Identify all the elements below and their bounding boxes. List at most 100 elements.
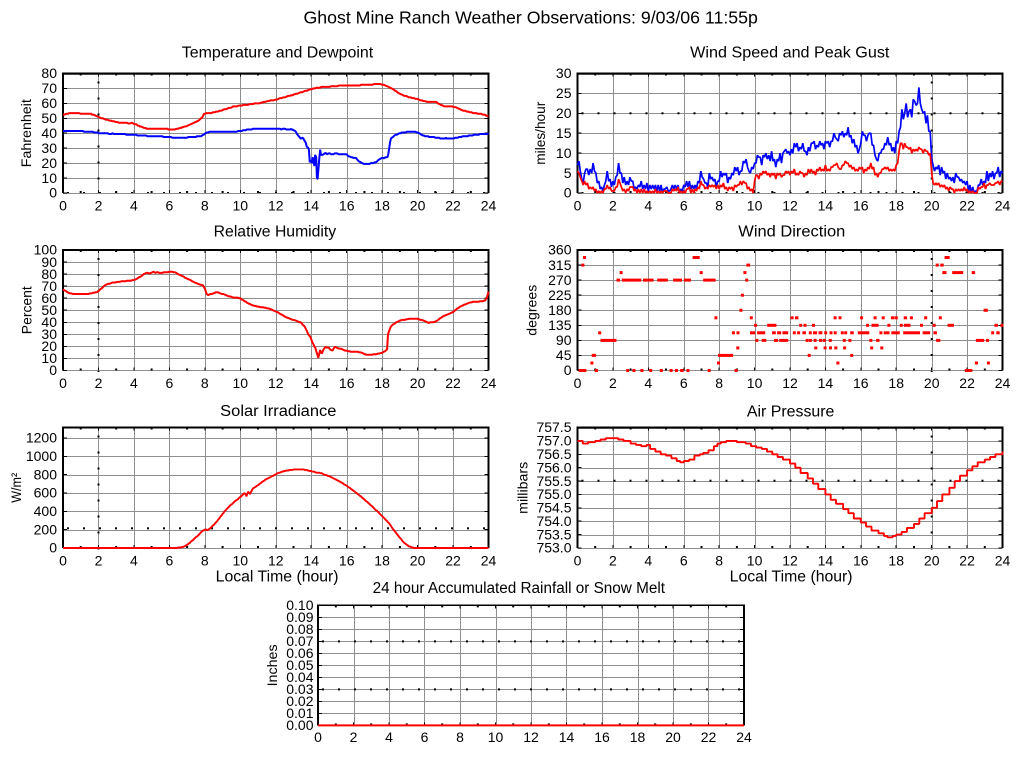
svg-text:Wind Speed and Peak Gust: Wind Speed and Peak Gust [690, 45, 890, 62]
svg-text:70: 70 [41, 80, 57, 96]
svg-text:16: 16 [853, 375, 869, 391]
svg-text:6: 6 [680, 552, 688, 568]
svg-text:24: 24 [995, 552, 1011, 568]
svg-text:14: 14 [818, 552, 834, 568]
svg-text:25: 25 [556, 85, 572, 101]
svg-text:225: 225 [548, 287, 572, 303]
svg-text:0.06: 0.06 [286, 645, 313, 661]
svg-text:90: 90 [41, 254, 57, 270]
svg-text:10: 10 [233, 197, 249, 213]
svg-text:10: 10 [747, 197, 763, 213]
svg-text:50: 50 [41, 110, 57, 126]
svg-text:8: 8 [201, 197, 209, 213]
svg-text:24: 24 [995, 197, 1011, 213]
svg-text:Air Pressure: Air Pressure [747, 404, 835, 421]
svg-text:0: 0 [49, 362, 57, 378]
svg-text:Inches: Inches [264, 644, 280, 686]
svg-text:Temperature and Dewpoint: Temperature and Dewpoint [182, 45, 374, 62]
svg-text:10: 10 [556, 145, 572, 161]
svg-text:2: 2 [609, 197, 617, 213]
svg-text:Ghost Mine Ranch Weather Obser: Ghost Mine Ranch Weather Observations: 9… [304, 7, 758, 27]
svg-text:80: 80 [41, 65, 57, 81]
svg-text:2: 2 [95, 197, 103, 213]
svg-text:24: 24 [481, 552, 497, 568]
svg-text:20: 20 [924, 375, 940, 391]
svg-text:0: 0 [59, 375, 67, 391]
svg-text:8: 8 [201, 552, 209, 568]
svg-text:Fahrenheit: Fahrenheit [18, 99, 34, 167]
svg-text:0: 0 [59, 552, 67, 568]
svg-text:0.01: 0.01 [286, 705, 313, 721]
svg-text:200: 200 [34, 521, 58, 537]
svg-text:10: 10 [233, 375, 249, 391]
svg-text:0: 0 [574, 375, 582, 391]
svg-text:14: 14 [559, 729, 575, 745]
svg-text:18: 18 [888, 375, 904, 391]
svg-text:20: 20 [924, 552, 940, 568]
svg-text:16: 16 [339, 552, 355, 568]
svg-text:Relative Humidity: Relative Humidity [214, 224, 337, 241]
svg-text:800: 800 [34, 466, 58, 482]
svg-text:20: 20 [410, 197, 426, 213]
svg-text:754.5: 754.5 [536, 500, 571, 516]
svg-text:12: 12 [268, 552, 284, 568]
svg-text:754.0: 754.0 [536, 513, 571, 529]
svg-text:20: 20 [41, 155, 57, 171]
svg-text:30: 30 [556, 65, 572, 81]
svg-text:24 hour Accumulated Rainfall o: 24 hour Accumulated Rainfall or Snow Mel… [373, 580, 666, 597]
svg-text:0.00: 0.00 [286, 717, 313, 733]
svg-text:600: 600 [34, 485, 58, 501]
svg-text:757.5: 757.5 [536, 419, 571, 435]
svg-text:1000: 1000 [26, 448, 57, 464]
svg-text:W/m²: W/m² [8, 473, 24, 503]
svg-text:8: 8 [456, 729, 464, 745]
svg-text:400: 400 [34, 503, 58, 519]
svg-text:1200: 1200 [26, 430, 57, 446]
svg-text:16: 16 [594, 729, 610, 745]
svg-text:0.09: 0.09 [286, 609, 313, 625]
svg-text:60: 60 [41, 290, 57, 306]
svg-text:12: 12 [268, 197, 284, 213]
svg-text:18: 18 [374, 375, 390, 391]
svg-text:18: 18 [374, 552, 390, 568]
svg-text:22: 22 [445, 197, 461, 213]
svg-text:14: 14 [303, 375, 319, 391]
svg-text:16: 16 [853, 552, 869, 568]
svg-text:755.0: 755.0 [536, 486, 571, 502]
svg-text:8: 8 [715, 197, 723, 213]
svg-text:757.0: 757.0 [536, 433, 571, 449]
svg-text:50: 50 [41, 302, 57, 318]
svg-text:12: 12 [782, 197, 798, 213]
svg-text:0.08: 0.08 [286, 621, 313, 637]
svg-text:180: 180 [548, 302, 572, 318]
svg-text:2: 2 [350, 729, 358, 745]
svg-text:22: 22 [445, 552, 461, 568]
svg-text:4: 4 [130, 197, 138, 213]
svg-text:4: 4 [130, 375, 138, 391]
svg-text:6: 6 [166, 552, 174, 568]
svg-text:360: 360 [548, 242, 572, 258]
svg-text:miles/hour: miles/hour [532, 101, 548, 164]
svg-text:22: 22 [445, 375, 461, 391]
svg-text:45: 45 [556, 347, 572, 363]
svg-text:135: 135 [548, 317, 572, 333]
svg-text:0: 0 [314, 729, 322, 745]
svg-text:20: 20 [410, 375, 426, 391]
svg-text:4: 4 [644, 375, 652, 391]
svg-text:2: 2 [95, 375, 103, 391]
svg-text:0: 0 [49, 540, 57, 556]
svg-text:Solar Irradiance: Solar Irradiance [220, 403, 336, 420]
svg-text:8: 8 [201, 375, 209, 391]
svg-text:24: 24 [736, 729, 752, 745]
svg-text:14: 14 [818, 197, 834, 213]
svg-text:20: 20 [41, 338, 57, 354]
svg-text:100: 100 [34, 242, 58, 258]
svg-text:10: 10 [233, 552, 249, 568]
svg-text:90: 90 [556, 332, 572, 348]
svg-text:20: 20 [665, 729, 681, 745]
svg-text:60: 60 [41, 95, 57, 111]
svg-text:0: 0 [564, 362, 572, 378]
svg-text:6: 6 [421, 729, 429, 745]
svg-text:10: 10 [41, 350, 57, 366]
svg-text:6: 6 [680, 197, 688, 213]
